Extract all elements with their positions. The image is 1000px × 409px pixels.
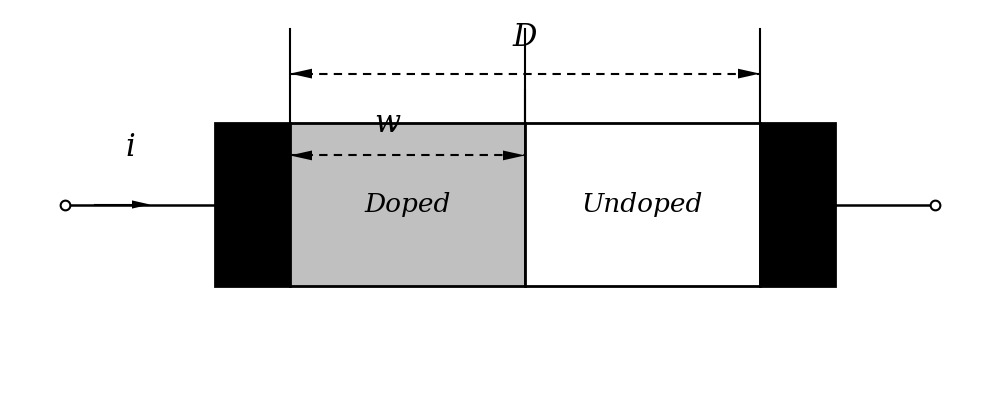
Polygon shape: [132, 200, 150, 209]
Text: i: i: [125, 132, 135, 163]
Bar: [760, 123, 835, 286]
Bar: [525, 123, 760, 286]
Polygon shape: [503, 151, 525, 160]
Polygon shape: [290, 151, 312, 160]
Text: D: D: [513, 22, 537, 53]
Bar: [215, 123, 290, 286]
Polygon shape: [738, 69, 760, 79]
Text: Undoped: Undoped: [582, 192, 703, 217]
Bar: [290, 123, 525, 286]
Text: w: w: [374, 108, 401, 139]
Text: Doped: Doped: [364, 192, 451, 217]
Polygon shape: [290, 69, 312, 79]
